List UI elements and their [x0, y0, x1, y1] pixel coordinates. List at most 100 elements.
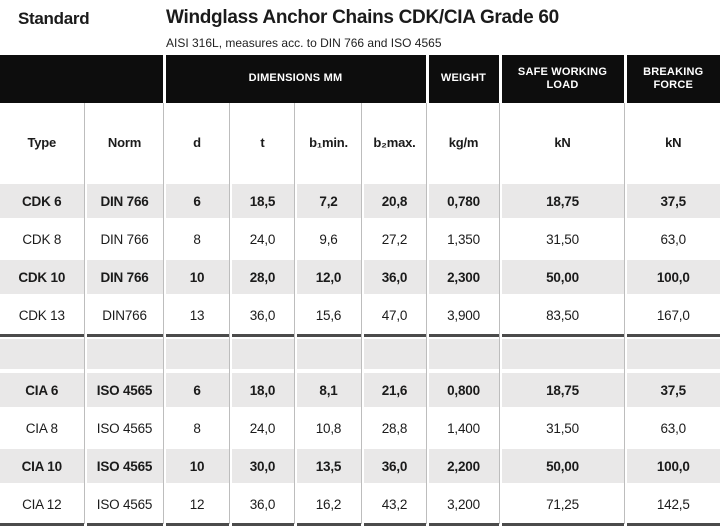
column-gridline: [294, 103, 295, 524]
table-row: CDK 8 DIN 766 8 24,0 9,6 27,2 1,350 31,50 63,0: [0, 220, 720, 258]
table-cell: 10: [165, 447, 229, 485]
table-cell: 16,2: [315, 496, 342, 512]
table-cell: 18,5: [231, 182, 294, 220]
table-cell: 15,6: [315, 307, 342, 323]
table-cell: 1,400: [447, 420, 480, 436]
table-cell: 83,50: [546, 307, 579, 323]
cdk-row-group: CDK 6 DIN 766 6 18,5 7,2 20,8 0,780 18,75 37,5 CD…: [0, 182, 720, 334]
section-divider: [0, 334, 720, 337]
table-cell: 63,0: [660, 420, 687, 436]
table-cell: 8: [193, 420, 201, 436]
table-cell: CDK 10: [0, 258, 84, 296]
table-cell: 142,5: [656, 496, 690, 512]
table-cell: 36,0: [363, 258, 426, 296]
table-cell: 36,0: [363, 447, 426, 485]
table-cell: 37,5: [626, 182, 720, 220]
table-cell: 31,50: [546, 420, 579, 436]
column-gridline: [426, 103, 427, 524]
spec-table: DIMENSIONS MM WEIGHT SAFE WORKING LOAD B…: [0, 55, 720, 526]
table-cell: 43,2: [381, 496, 408, 512]
band-safe-working-load: SAFE WORKING LOAD: [501, 55, 624, 103]
table-cell: ISO 4565: [96, 420, 153, 436]
table-row: CDK 13 DIN766 13 36,0 15,6 47,0 3,900 83,50 167,…: [0, 296, 720, 334]
table-cell: 37,5: [626, 371, 720, 409]
table-cell: 6: [165, 182, 229, 220]
table-cell: 30,0: [231, 447, 294, 485]
table-cell: 8,1: [296, 371, 361, 409]
table-cell: 0,780: [428, 182, 499, 220]
column-gridline: [84, 103, 85, 524]
band-blank: [0, 55, 163, 103]
table-cell: 12: [189, 496, 205, 512]
table-cell: 28,0: [231, 258, 294, 296]
page-subtitle: AISI 316L, measures acc. to DIN 766 and …: [166, 36, 442, 50]
band-dimensions: DIMENSIONS MM: [165, 55, 426, 103]
table-cell: ISO 4565: [86, 371, 163, 409]
table-cell: 10: [165, 258, 229, 296]
column-header-row: Type Norm d t b₁min. b₂max. kg/m kN kN: [0, 103, 720, 182]
table-cell: 2,200: [428, 447, 499, 485]
table-cell: 2,300: [428, 258, 499, 296]
table-cell: 50,00: [501, 447, 624, 485]
table-cell: ISO 4565: [86, 447, 163, 485]
table-cell: 100,0: [626, 258, 720, 296]
table-row: CIA 8 ISO 4565 8 24,0 10,8 28,8 1,400 31,50 63,0: [0, 409, 720, 447]
column-header-b2max: b₂max.: [373, 135, 416, 150]
column-header-kn-bf: kN: [665, 135, 682, 150]
table-cell: DIN 766: [100, 231, 149, 247]
table-cell: 3,200: [447, 496, 480, 512]
table-cell: 18,75: [501, 182, 624, 220]
table-cell: DIN766: [102, 307, 147, 323]
group-header-band: DIMENSIONS MM WEIGHT SAFE WORKING LOAD B…: [0, 55, 720, 103]
table-cell: 63,0: [660, 231, 687, 247]
table-cell: 100,0: [626, 447, 720, 485]
column-gridline: [361, 103, 362, 524]
column-gridline: [229, 103, 230, 524]
table-row: CDK 10 DIN 766 10 28,0 12,0 36,0 2,300 50,00 100…: [0, 258, 720, 296]
table-row: CDK 6 DIN 766 6 18,5 7,2 20,8 0,780 18,75 37,5: [0, 182, 720, 220]
table-cell: 13: [189, 307, 205, 323]
table-cell: 18,75: [501, 371, 624, 409]
title-bar: Standard Windglass Anchor Chains CDK/CIA…: [0, 0, 720, 55]
table-cell: CIA 6: [0, 371, 84, 409]
table-cell: 31,50: [546, 231, 579, 247]
column-gridline: [624, 103, 625, 524]
table-cell: 24,0: [249, 231, 276, 247]
table-cell: DIN 766: [86, 258, 163, 296]
table-row: CIA 10 ISO 4565 10 30,0 13,5 36,0 2,200 50,00 10…: [0, 447, 720, 485]
table-cell: DIN 766: [86, 182, 163, 220]
spacer-row: [0, 337, 720, 371]
table-row: CIA 12 ISO 4565 12 36,0 16,2 43,2 3,200 71,25 14…: [0, 485, 720, 523]
table-cell: CDK 8: [22, 231, 62, 247]
table-cell: 7,2: [296, 182, 361, 220]
column-header-kn-swl: kN: [554, 135, 571, 150]
column-header-b1min: b₁min.: [309, 135, 348, 150]
table-cell: CIA 8: [25, 420, 58, 436]
column-header-d: d: [193, 135, 201, 150]
table-cell: 27,2: [381, 231, 408, 247]
table-cell: CIA 12: [22, 496, 62, 512]
column-header-t: t: [260, 135, 265, 150]
table-cell: 3,900: [447, 307, 480, 323]
table-cell: 24,0: [249, 420, 276, 436]
table-cell: 9,6: [319, 231, 338, 247]
column-header-norm: Norm: [107, 135, 142, 150]
column-gridline: [499, 103, 500, 524]
table-row: CIA 6 ISO 4565 6 18,0 8,1 21,6 0,800 18,75 37,5: [0, 371, 720, 409]
table-cell: 12,0: [296, 258, 361, 296]
table-cell: 167,0: [656, 307, 690, 323]
table-cell: 6: [165, 371, 229, 409]
table-cell: 50,00: [501, 258, 624, 296]
bottom-rule: [0, 523, 720, 526]
column-header-kgm: kg/m: [448, 135, 479, 150]
column-gridline: [163, 103, 164, 524]
table-cell: 8: [193, 231, 201, 247]
table-cell: 18,0: [231, 371, 294, 409]
band-weight: WEIGHT: [428, 55, 499, 103]
table-cell: CDK 13: [18, 307, 65, 323]
table-cell: 20,8: [363, 182, 426, 220]
column-header-type: Type: [27, 135, 57, 150]
cia-row-group: CIA 6 ISO 4565 6 18,0 8,1 21,6 0,800 18,75 37,5 C…: [0, 371, 720, 523]
table-cell: 21,6: [363, 371, 426, 409]
standard-label: Standard: [18, 9, 90, 28]
